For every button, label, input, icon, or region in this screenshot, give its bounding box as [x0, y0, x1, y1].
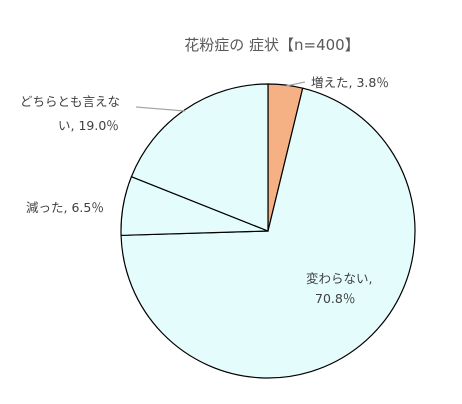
- data-label-same-line2: 70.8％: [315, 291, 355, 306]
- data-label-neither-line2: い, 19.0％: [58, 118, 119, 133]
- data-label-dec: 減った, 6.5％: [26, 200, 104, 215]
- leader-line-inc: [285, 81, 306, 87]
- pie-slice-same: [120, 87, 416, 379]
- leader-line-neither: [135, 106, 186, 112]
- pie-slice-neither: [130, 83, 269, 232]
- pie-slices: [120, 83, 416, 379]
- data-label-inc: 増えた, 3.8％: [311, 75, 389, 90]
- chart-title: 花粉症の 症状【n=400】: [184, 36, 359, 54]
- data-labels: 増えた, 3.8％ 変わらない, 70.8％ 減った, 6.5％ どちらとも言え…: [20, 75, 389, 306]
- leader-lines: [135, 81, 306, 112]
- data-label-same-line1: 変わらない,: [306, 271, 372, 286]
- data-label-neither-line1: どちらとも言えな: [20, 94, 120, 109]
